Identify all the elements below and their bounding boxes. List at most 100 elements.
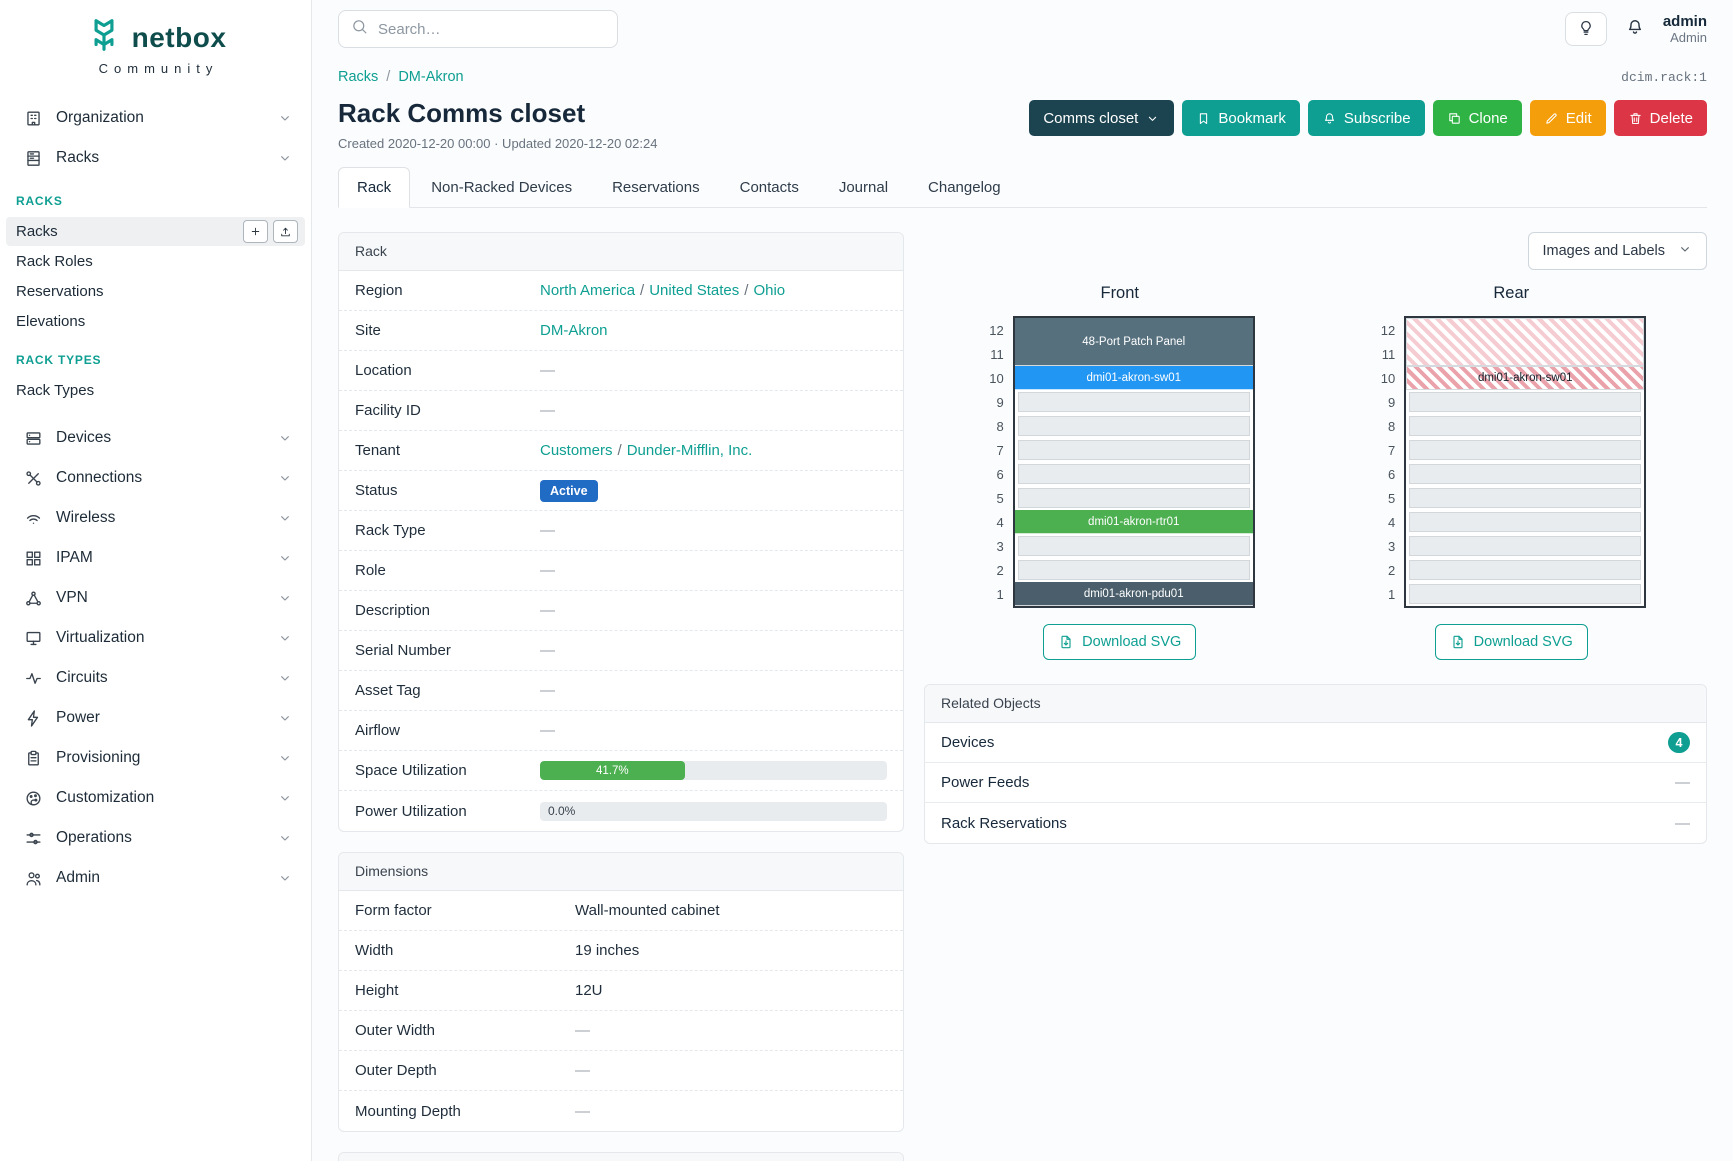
breadcrumb-link-dm-akron[interactable]: DM-Akron: [398, 69, 464, 85]
tab-changelog[interactable]: Changelog: [928, 179, 1001, 196]
plus-icon: [251, 227, 260, 236]
sidebar-item-label: Reservations: [16, 283, 104, 300]
sidebar-item-rack-types[interactable]: Rack Types: [6, 376, 305, 405]
rack-device-dmi01-akron-sw01[interactable]: dmi01-akron-sw01: [1014, 366, 1253, 390]
sidebar-item-rack-roles[interactable]: Rack Roles: [6, 247, 305, 276]
sidebar-item-label: Power: [56, 709, 100, 726]
tab-non-racked-devices[interactable]: Non-Racked Devices: [431, 179, 573, 196]
sidebar-item-reservations[interactable]: Reservations: [6, 277, 305, 306]
unit-number: 3: [1388, 538, 1396, 554]
sidebar-item-wireless[interactable]: Wireless: [0, 498, 311, 538]
rack-device-dmi01-akron-sw01[interactable]: dmi01-akron-sw01: [1406, 366, 1645, 390]
empty-value: —: [540, 402, 555, 419]
sidebar-item-label: Customization: [56, 789, 155, 806]
sidebar-item-virtualization[interactable]: Virtualization: [0, 618, 311, 658]
bookmark-button[interactable]: Bookmark: [1182, 100, 1300, 136]
search-box[interactable]: [338, 10, 618, 48]
rack-unit-9[interactable]: [1015, 390, 1253, 414]
dunder-mifflin-inc-link[interactable]: Dunder-Mifflin, Inc.: [626, 442, 753, 459]
rack-unit-2[interactable]: [1015, 558, 1253, 582]
notifications-bell-icon[interactable]: [1625, 17, 1645, 42]
rack-unit-5[interactable]: [1015, 486, 1253, 510]
edit-button[interactable]: Edit: [1529, 100, 1606, 136]
attr-label: Facility ID: [355, 402, 421, 419]
tab-rack[interactable]: Rack: [338, 167, 411, 208]
north-america-link[interactable]: North America: [540, 282, 636, 299]
rack-device-48-port-patch-panel[interactable]: 48-Port Patch Panel: [1014, 318, 1253, 366]
ohio-link[interactable]: Ohio: [753, 282, 786, 299]
sidebar-item-organization[interactable]: Organization: [0, 98, 311, 138]
sidebar-item-operations[interactable]: Operations: [0, 818, 311, 858]
bell-icon: [1625, 17, 1645, 42]
download-svg-button-front[interactable]: Download SVG: [1043, 624, 1197, 660]
rack-unit-9[interactable]: [1406, 390, 1644, 414]
rack-unit-3[interactable]: [1406, 534, 1644, 558]
attr-row-outer-width: Outer Width —: [339, 1011, 903, 1051]
status-badge: Active: [540, 479, 598, 502]
search-icon: [353, 20, 367, 34]
download-svg-button-rear[interactable]: Download SVG: [1434, 624, 1588, 660]
breadcrumb-link-racks[interactable]: Racks: [338, 69, 379, 85]
tab-journal[interactable]: Journal: [838, 179, 889, 196]
clone-button[interactable]: Clone: [1432, 100, 1522, 136]
rack-unit-5[interactable]: [1406, 486, 1644, 510]
rack-device[interactable]: [1406, 318, 1645, 366]
lightbulb-icon: [1577, 19, 1595, 40]
tab-contacts[interactable]: Contacts: [739, 179, 799, 196]
sidebar-item-racks[interactable]: Racks: [0, 138, 311, 178]
sidebar-item-devices[interactable]: Devices: [0, 418, 311, 458]
subscribe-button[interactable]: Subscribe: [1307, 100, 1425, 136]
sidebar-item-connections[interactable]: Connections: [0, 458, 311, 498]
comms-closet-button[interactable]: Comms closet: [1029, 100, 1175, 136]
rack-unit-3[interactable]: [1015, 534, 1253, 558]
unit-number: 8: [996, 418, 1004, 434]
related-row-devices[interactable]: Devices 4: [925, 723, 1706, 763]
topbar: admin Admin: [312, 0, 1733, 58]
images-labels-toggle[interactable]: Images and Labels: [1528, 232, 1707, 270]
related-row-power-feeds[interactable]: Power Feeds —: [925, 763, 1706, 803]
sidebar-item-provisioning[interactable]: Provisioning: [0, 738, 311, 778]
sidebar-item-ipam[interactable]: IPAM: [0, 538, 311, 578]
upload-icon: [281, 227, 290, 237]
sidebar-item-label: Connections: [56, 469, 143, 486]
rack-box-front: 48-Port Patch Panel dmi01-akron-sw01 dmi01…: [1012, 316, 1255, 608]
related-row-rack-reservations[interactable]: Rack Reservations —: [925, 803, 1706, 843]
sidebar-item-power[interactable]: Power: [0, 698, 311, 738]
sidebar-heading-racks: RACKS: [16, 194, 63, 208]
dm-akron-link[interactable]: DM-Akron: [540, 322, 608, 339]
tab-reservations[interactable]: Reservations: [612, 179, 700, 196]
rack-unit-4[interactable]: [1406, 510, 1644, 534]
upload-button[interactable]: [273, 220, 298, 243]
sidebar-item-racks[interactable]: Racks: [6, 217, 305, 246]
rack-unit-8[interactable]: [1406, 414, 1644, 438]
customers-link[interactable]: Customers: [540, 442, 613, 459]
rack-unit-7[interactable]: [1406, 438, 1644, 462]
sidebar-item-elevations[interactable]: Elevations: [6, 307, 305, 336]
search-input[interactable]: [378, 20, 605, 38]
plus-button[interactable]: [243, 220, 268, 243]
sidebar-item-label: Racks: [56, 149, 100, 166]
user-menu[interactable]: admin Admin: [1663, 13, 1707, 45]
rack-unit-6[interactable]: [1015, 462, 1253, 486]
sidebar-item-label: Admin: [56, 869, 100, 886]
rack-card-rows: Region North America / United States / Ohio Si…: [339, 271, 903, 831]
united-states-link[interactable]: United States: [649, 282, 740, 299]
rack-unit-7[interactable]: [1015, 438, 1253, 462]
rack-unit-6[interactable]: [1406, 462, 1644, 486]
delete-button[interactable]: Delete: [1613, 100, 1707, 136]
copy-icon: [1448, 112, 1460, 124]
rack-unit-1[interactable]: [1406, 582, 1644, 606]
attr-value-text: 19 inches: [575, 942, 640, 959]
theme-toggle-button[interactable]: [1564, 12, 1607, 46]
sidebar-item-admin[interactable]: Admin: [0, 858, 311, 898]
sidebar-item-customization[interactable]: Customization: [0, 778, 311, 818]
rack-unit-8[interactable]: [1015, 414, 1253, 438]
sidebar-item-vpn[interactable]: VPN: [0, 578, 311, 618]
sidebar-item-circuits[interactable]: Circuits: [0, 658, 311, 698]
file-download-icon: [1453, 635, 1463, 649]
brand[interactable]: netbox Community: [0, 0, 311, 80]
rack-unit-2[interactable]: [1406, 558, 1644, 582]
rack-device-dmi01-akron-pdu01[interactable]: dmi01-akron-pdu01: [1014, 582, 1253, 606]
rack-device-dmi01-akron-rtr01[interactable]: dmi01-akron-rtr01: [1014, 510, 1253, 534]
attr-row-serial-number: Serial Number —: [339, 631, 903, 671]
